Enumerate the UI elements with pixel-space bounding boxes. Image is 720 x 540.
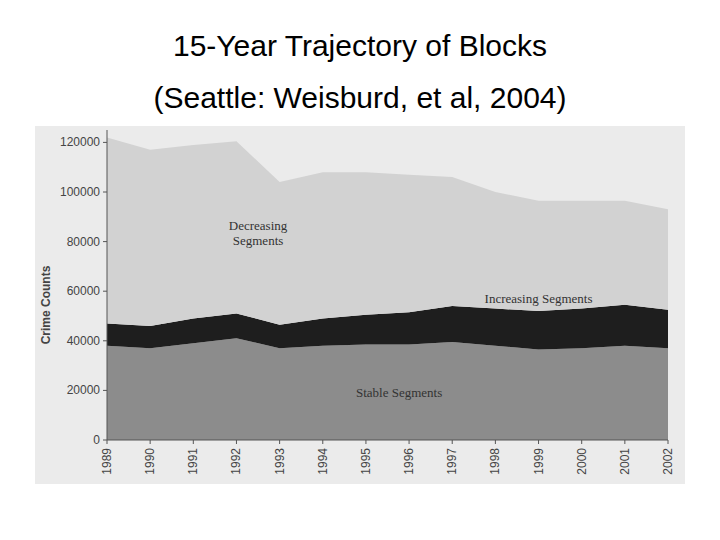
y-tick-label: 0 (93, 433, 100, 447)
x-tick-label: 1994 (316, 448, 330, 475)
x-tick-label: 2002 (661, 448, 675, 475)
area-band (107, 338, 668, 440)
series-label-line: Segments (233, 233, 284, 248)
x-tick (668, 440, 669, 444)
y-tick-label: 80000 (67, 235, 101, 249)
x-tick-label: 1990 (143, 448, 157, 475)
x-tick-label: 2001 (618, 448, 632, 475)
x-tick (495, 440, 496, 444)
x-axis (107, 440, 668, 441)
area-band (107, 137, 668, 325)
areas (107, 137, 668, 440)
series-label: Increasing Segments (485, 291, 593, 306)
subtitle: (Seattle: Weisburd, et al, 2004) (154, 81, 567, 114)
y-axis (107, 130, 108, 440)
series-label: Stable Segments (356, 385, 442, 400)
x-tick-label: 1995 (359, 448, 373, 475)
series-label-line: Decreasing (229, 218, 288, 233)
chart: 15-Year Trajectory of Blocks (Seattle: We… (0, 0, 720, 540)
y-tick (103, 192, 107, 193)
x-tick-label: 1999 (532, 448, 546, 475)
x-tick (107, 440, 108, 444)
x-tick-label: 2000 (575, 448, 589, 475)
x-tick (624, 440, 625, 444)
y-tick-label: 60000 (67, 284, 101, 298)
x-tick-label: 1996 (402, 448, 416, 475)
y-tick (103, 390, 107, 391)
x-tick-label: 1991 (186, 448, 200, 475)
x-tick (279, 440, 280, 444)
y-tick (103, 241, 107, 242)
x-tick (452, 440, 453, 444)
y-tick (103, 340, 107, 341)
x-tick (538, 440, 539, 444)
y-tick-label: 100000 (60, 185, 100, 199)
x-tick-label: 1997 (445, 448, 459, 475)
y-tick (103, 291, 107, 292)
x-tick-label: 1993 (273, 448, 287, 475)
y-tick-label: 120000 (60, 135, 100, 149)
x-tick-label: 1992 (229, 448, 243, 475)
x-tick (365, 440, 366, 444)
x-tick (581, 440, 582, 444)
y-axis-label: Crime Counts (39, 265, 53, 344)
x-tick (236, 440, 237, 444)
x-tick-label: 1989 (100, 448, 114, 475)
title: 15-Year Trajectory of Blocks (173, 29, 547, 62)
x-tick-label: 1998 (488, 448, 502, 475)
y-tick-label: 20000 (67, 383, 101, 397)
y-tick (103, 440, 107, 441)
panel-background (35, 126, 685, 484)
y-tick-label: 40000 (67, 334, 101, 348)
x-tick (193, 440, 194, 444)
series-label: DecreasingSegments (229, 218, 288, 248)
x-tick (150, 440, 151, 444)
x-tick (409, 440, 410, 444)
y-tick (103, 142, 107, 143)
x-tick (322, 440, 323, 444)
